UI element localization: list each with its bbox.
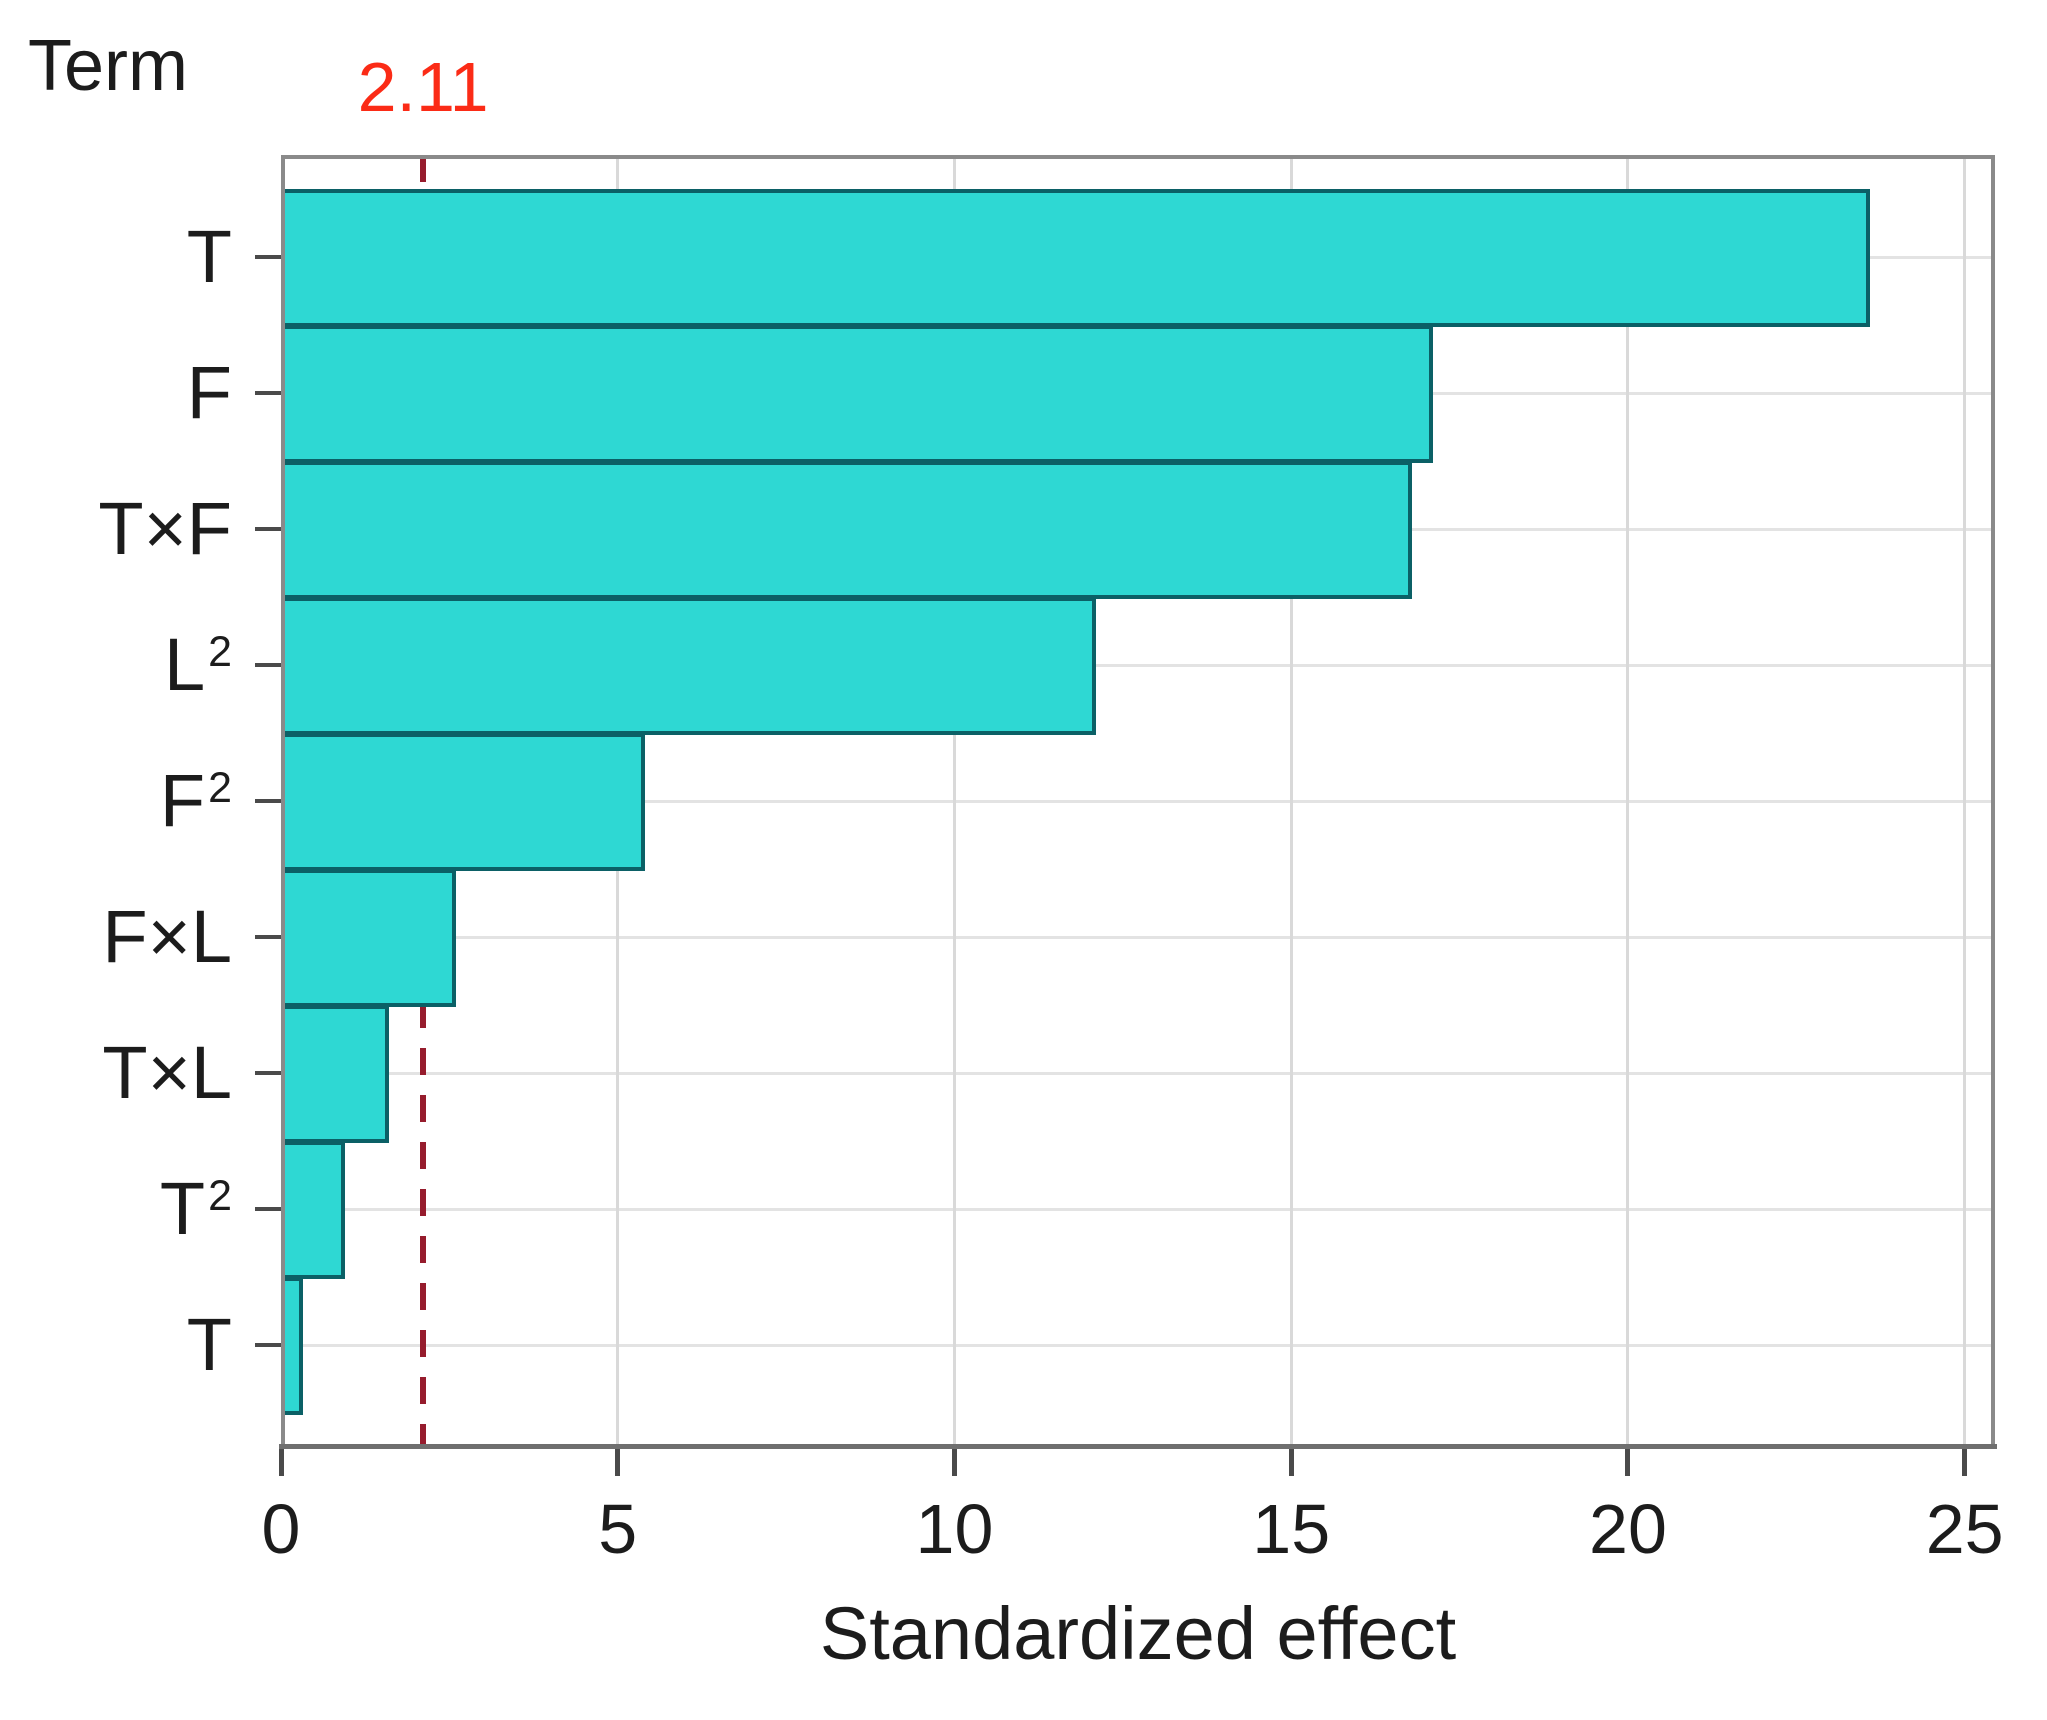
x-axis-tick-label: 20 [1589,1490,1667,1568]
y-axis-label: L2 [163,623,232,706]
y-axis-tick [255,663,281,667]
y-axis-label: T×F [98,487,232,570]
y-axis-tick [255,1207,281,1211]
x-axis-tick-label: 5 [598,1490,638,1568]
grid-line-vertical [1626,155,1630,1447]
y-axis-tick [255,799,281,803]
x-axis-line [279,1444,1997,1449]
y-axis-tick [255,1071,281,1075]
y-axis-tick [255,527,281,531]
y-axis-tick [255,935,281,939]
grid-line-horizontal [281,1343,1995,1347]
grid-line-vertical [1963,155,1967,1447]
grid-line-horizontal [281,663,1995,667]
y-axis-label: T [186,1303,232,1386]
grid-line-vertical [952,155,956,1447]
y-axis-label: F×L [102,895,232,978]
bar-l2 [281,597,1096,735]
grid-line-horizontal [281,799,1995,803]
term-axis-title: Term [28,26,188,106]
y-axis-label: T [186,215,232,298]
x-axis-tick [615,1449,621,1476]
x-axis-tick-label: 10 [915,1490,994,1568]
plot-border-left-y-axis [281,155,285,1447]
y-axis-label: F2 [159,759,232,842]
y-axis-tick [255,391,281,395]
grid-line-horizontal [281,1071,1995,1075]
bar-f2 [281,733,645,871]
plot-border-right [1991,155,1995,1447]
bar-t-l [281,1005,389,1143]
y-axis-tick [255,1343,281,1347]
bar-t [281,189,1871,327]
x-axis-tick [1962,1449,1968,1476]
y-axis-label: F [186,351,232,434]
y-axis-tick [255,255,281,259]
x-axis-tick [1288,1449,1294,1476]
x-axis-tick-label: 0 [261,1490,301,1568]
grid-line-horizontal [281,935,1995,939]
x-axis-tick-label: 15 [1252,1490,1331,1568]
bar-t2 [281,1141,345,1279]
x-axis-title: Standardized effect [819,1592,1457,1675]
bar-f [281,325,1433,463]
bar-t-f [281,461,1413,599]
grid-line-horizontal [281,1207,1995,1211]
bar-f-l [281,869,457,1007]
y-axis-label: T2 [159,1167,232,1250]
reference-line-value-label: 2.11 [357,48,489,126]
plot-border-top [281,155,1995,159]
x-axis-tick-label: 25 [1925,1490,2004,1568]
x-axis-tick [1625,1449,1631,1476]
grid-line-vertical [1289,155,1293,1447]
plot-area [279,155,1997,1449]
y-axis-label: T×L [102,1031,232,1114]
x-axis-tick [278,1449,284,1476]
x-axis-tick [951,1449,957,1476]
